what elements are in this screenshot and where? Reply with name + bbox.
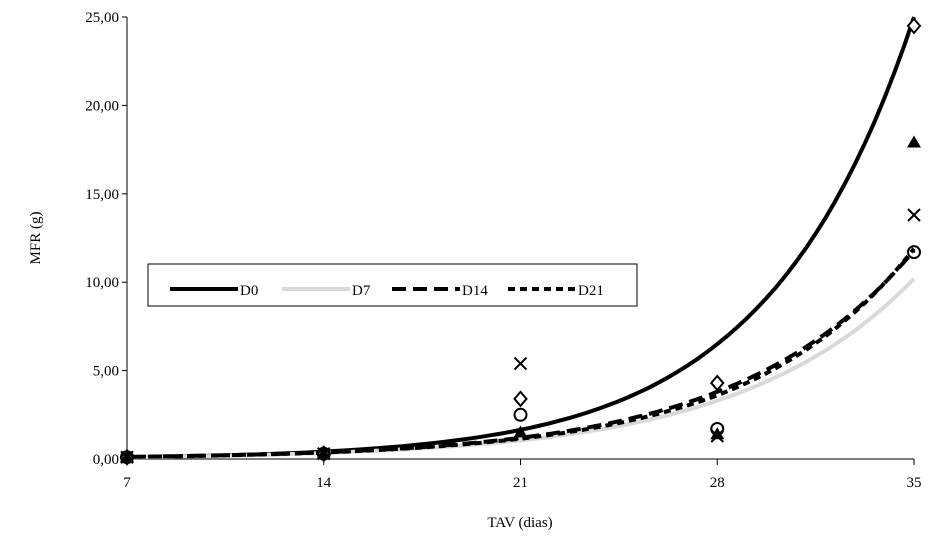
y-tick-label: 0,00 bbox=[93, 452, 119, 468]
marker-triangle bbox=[907, 135, 921, 148]
marker-circle bbox=[513, 407, 528, 422]
marker-circle bbox=[710, 421, 725, 436]
marker-diamond bbox=[906, 17, 922, 35]
x-tick-label: 28 bbox=[710, 475, 725, 491]
legend-label-d21: D21 bbox=[578, 283, 604, 299]
marker-triangle bbox=[513, 425, 528, 438]
x-tick-label: 21 bbox=[513, 475, 528, 491]
marker-circle bbox=[316, 446, 331, 461]
y-tick-label: 5,00 bbox=[93, 364, 119, 380]
x-axis-label: TAV (dias) bbox=[487, 515, 552, 531]
marker-circle bbox=[120, 450, 134, 465]
y-tick-label: 20,00 bbox=[85, 98, 119, 114]
x-tick-label: 7 bbox=[123, 475, 131, 491]
y-axis-label: MFR (g) bbox=[28, 212, 44, 265]
legend-label-d7: D7 bbox=[352, 283, 371, 299]
y-tick-label: 25,00 bbox=[85, 10, 119, 26]
series-line-d14 bbox=[126, 249, 916, 459]
marker-triangle bbox=[710, 427, 725, 440]
x-tick-label: 14 bbox=[316, 475, 332, 491]
marker-circle bbox=[907, 245, 921, 260]
legend-label-d14: D14 bbox=[462, 283, 488, 299]
y-tick-label: 10,00 bbox=[85, 275, 119, 291]
marker-x bbox=[907, 208, 921, 222]
marker-diamond bbox=[513, 390, 528, 408]
marker-diamond bbox=[709, 374, 725, 392]
marker-x bbox=[513, 356, 528, 371]
y-tick-label: 15,00 bbox=[85, 187, 119, 203]
legend-label-d0: D0 bbox=[240, 283, 258, 299]
legend: D0 D7 D14 D21 bbox=[147, 263, 638, 307]
x-tick-label: 35 bbox=[907, 475, 922, 491]
